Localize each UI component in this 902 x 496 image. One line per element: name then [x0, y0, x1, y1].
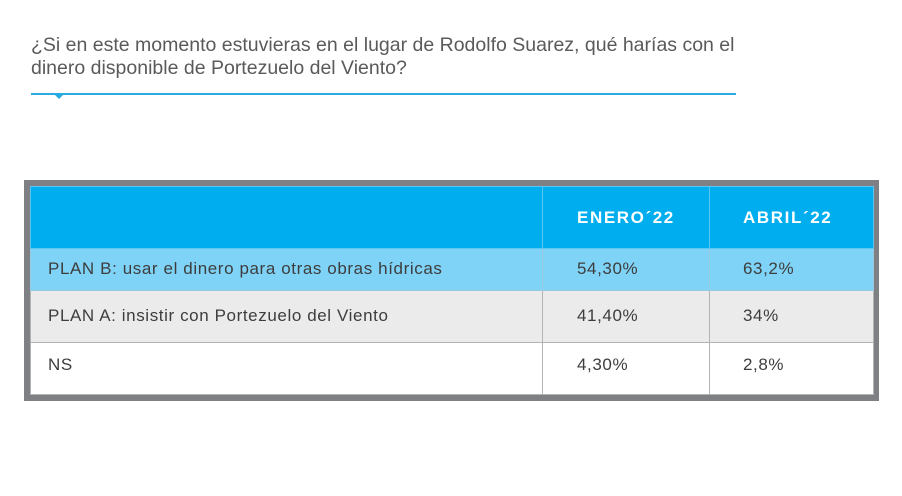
row-label: NS [30, 341, 543, 396]
table-header-row: ENERO´22 ABRIL´22 [30, 186, 874, 249]
header-enero: ENERO´22 [542, 186, 710, 249]
row-label: PLAN A: insistir con Portezuelo del Vien… [30, 289, 543, 343]
value-abril: 2,8% [709, 341, 874, 396]
value-enero: 4,30% [542, 341, 710, 396]
table-row: NS 4,30% 2,8% [30, 341, 874, 396]
survey-question: ¿Si en este momento estuvieras en el lug… [31, 34, 735, 79]
value-enero: 41,40% [542, 289, 710, 343]
row-label: PLAN B: usar el dinero para otras obras … [30, 248, 543, 291]
table-row: PLAN B: usar el dinero para otras obras … [30, 248, 874, 291]
title-underline [31, 93, 736, 95]
results-table-frame: ENERO´22 ABRIL´22 PLAN B: usar el dinero… [24, 180, 879, 401]
underline-notch-icon [54, 94, 64, 99]
results-table: ENERO´22 ABRIL´22 PLAN B: usar el dinero… [30, 186, 874, 396]
header-empty-cell [30, 186, 543, 249]
header-abril: ABRIL´22 [709, 186, 874, 249]
value-enero: 54,30% [542, 248, 710, 291]
value-abril: 34% [709, 289, 874, 343]
value-abril: 63,2% [709, 248, 874, 291]
table-row: PLAN A: insistir con Portezuelo del Vien… [30, 289, 874, 343]
